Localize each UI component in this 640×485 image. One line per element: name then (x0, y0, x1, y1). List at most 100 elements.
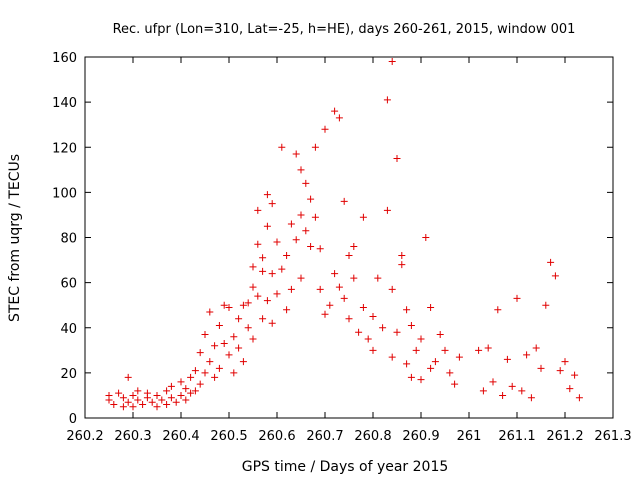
data-point (268, 319, 276, 327)
data-point (484, 344, 492, 352)
data-point (287, 285, 295, 293)
data-point (129, 391, 137, 399)
data-point (230, 369, 238, 377)
x-tick-label: 260.3 (114, 429, 151, 444)
data-point (441, 346, 449, 354)
data-point (297, 211, 305, 219)
data-point (235, 315, 243, 323)
x-tick-label: 261.2 (546, 429, 583, 444)
data-point (244, 324, 252, 332)
data-point (254, 206, 262, 214)
data-point (124, 373, 132, 381)
x-tick-label: 261 (457, 429, 482, 444)
y-tick-label: 80 (60, 232, 77, 247)
data-point (163, 387, 171, 395)
data-point (263, 191, 271, 199)
data-point (206, 308, 214, 316)
data-point (393, 328, 401, 336)
x-tick-label: 260.9 (402, 429, 439, 444)
data-point (331, 270, 339, 278)
data-point (167, 382, 175, 390)
data-point (331, 107, 339, 115)
data-point (316, 285, 324, 293)
data-point (369, 312, 377, 320)
data-point (335, 283, 343, 291)
data-point (431, 358, 439, 366)
y-tick-label: 100 (52, 186, 77, 201)
data-point (191, 387, 199, 395)
data-point (556, 367, 564, 375)
data-point (220, 301, 228, 309)
data-point (167, 394, 175, 402)
data-point (220, 340, 228, 348)
data-point (407, 321, 415, 329)
data-point (235, 344, 243, 352)
data-point (350, 274, 358, 282)
data-point (105, 396, 113, 404)
data-point (388, 353, 396, 361)
data-point (297, 274, 305, 282)
data-point (148, 398, 156, 406)
x-axis-ticks: 260.2 260.3 260.4 260.5 260.6 260.7 260.8 260.9… (66, 57, 632, 444)
data-point (211, 342, 219, 350)
data-point (259, 315, 267, 323)
data-point (571, 371, 579, 379)
data-point (139, 400, 147, 408)
data-point (263, 297, 271, 305)
data-point (268, 270, 276, 278)
data-point (129, 403, 137, 411)
data-point (407, 373, 415, 381)
data-point (115, 389, 123, 397)
data-point (398, 261, 406, 269)
x-tick-label: 260.8 (354, 429, 391, 444)
x-tick-label: 261.1 (498, 429, 535, 444)
x-tick-label: 260.2 (66, 429, 103, 444)
data-points (105, 58, 583, 411)
data-point (153, 403, 161, 411)
data-point (475, 346, 483, 354)
y-tick-label: 60 (60, 277, 77, 292)
data-point (427, 303, 435, 311)
data-point (537, 364, 545, 372)
data-point (201, 331, 209, 339)
data-point (499, 391, 507, 399)
data-point (518, 387, 526, 395)
x-tick-label: 260.6 (258, 429, 295, 444)
data-point (297, 166, 305, 174)
data-point (196, 349, 204, 357)
data-point (503, 355, 511, 363)
data-point (398, 252, 406, 260)
data-point (230, 333, 238, 341)
data-point (393, 155, 401, 163)
data-point (244, 299, 252, 307)
data-point (547, 258, 555, 266)
data-point (383, 206, 391, 214)
plot-frame (84, 56, 614, 419)
data-point (249, 283, 257, 291)
data-point (196, 380, 204, 388)
chart-title: Rec. ufpr (Lon=310, Lat=-25, h=HE), days… (113, 22, 576, 37)
data-point (340, 294, 348, 302)
data-point (403, 360, 411, 368)
y-tick-label: 160 (52, 51, 77, 66)
data-point (340, 197, 348, 205)
data-point (417, 376, 425, 384)
data-point (278, 265, 286, 273)
data-point (119, 394, 127, 402)
data-point (388, 285, 396, 293)
y-tick-label: 40 (60, 322, 77, 337)
data-point (494, 306, 502, 314)
data-point (206, 358, 214, 366)
data-point (345, 252, 353, 260)
data-point (283, 252, 291, 260)
data-point (239, 358, 247, 366)
x-tick-label: 261.3 (594, 429, 631, 444)
y-axis-label: STEC from uqrg / TECUs (7, 154, 23, 322)
x-tick-label: 260.7 (306, 429, 343, 444)
data-point (263, 222, 271, 230)
data-point (575, 394, 583, 402)
data-point (489, 378, 497, 386)
data-point (268, 200, 276, 208)
